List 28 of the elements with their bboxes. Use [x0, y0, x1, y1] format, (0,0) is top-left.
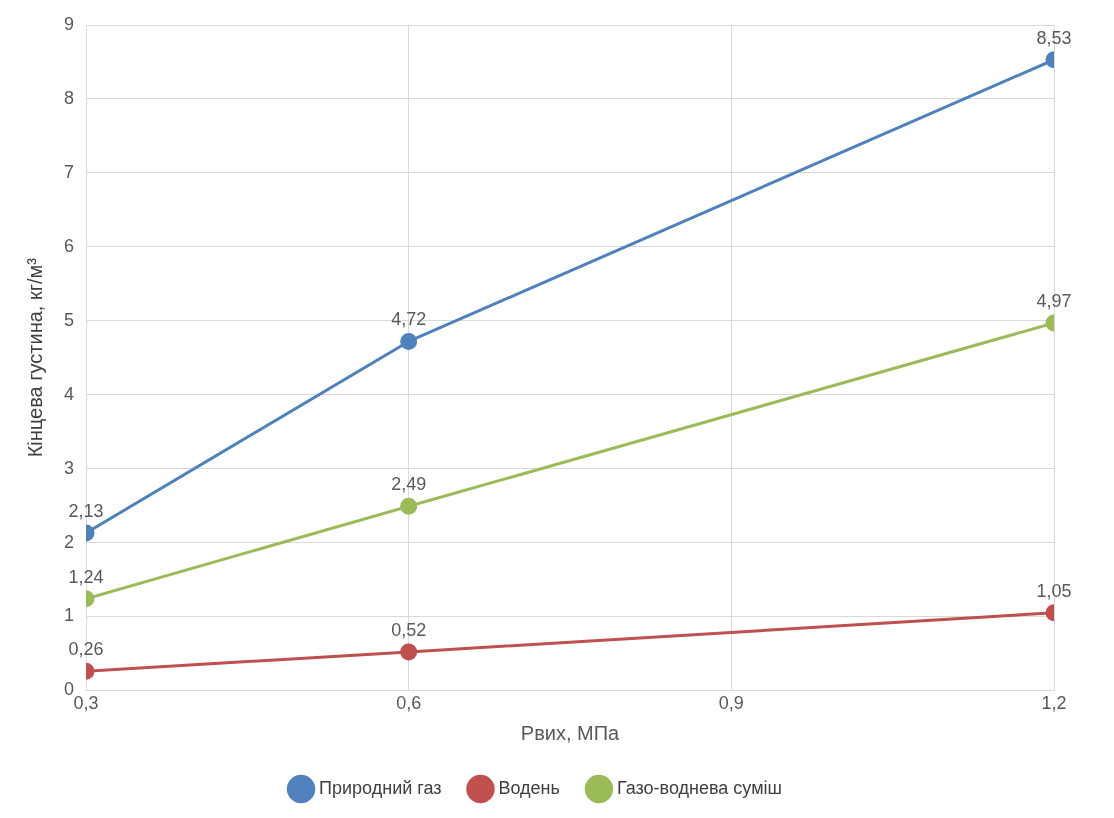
data-label: 4,72	[391, 309, 427, 330]
y-tick-label: 6	[64, 235, 75, 256]
data-label: 1,05	[1036, 580, 1072, 601]
y-axis-title: Кінцева густина, кг/м³	[23, 257, 46, 458]
legend-label: Газо-воднева суміш	[616, 777, 782, 798]
data-label: 0,26	[68, 639, 104, 660]
legend-label: Природний газ	[319, 777, 442, 798]
data-label: 1,24	[68, 566, 104, 587]
y-tick-label: 4	[64, 383, 75, 404]
y-tick-label: 0	[64, 679, 75, 700]
x-tick-label: 0,6	[396, 693, 422, 714]
y-tick-label: 8	[64, 87, 75, 108]
y-tick-label: 3	[64, 457, 75, 478]
data-label: 2,13	[68, 500, 104, 521]
y-tick-label: 2	[64, 531, 75, 552]
data-label: 4,97	[1036, 290, 1072, 311]
data-label: 8,53	[1036, 27, 1072, 48]
data-label: 2,49	[391, 474, 427, 495]
legend-label: Водень	[498, 777, 560, 798]
y-tick-label: 7	[64, 161, 75, 182]
y-tick-label: 5	[64, 309, 75, 330]
y-tick-label: 1	[64, 605, 75, 626]
y-tick-label: 9	[64, 13, 75, 34]
x-tick-label: 0,9	[718, 693, 744, 714]
x-tick-label: 1,2	[1041, 693, 1067, 714]
x-axis-title: Рвих, МПа	[520, 721, 621, 744]
x-tick-label: 0,3	[73, 693, 99, 714]
data-label: 0,52	[391, 619, 427, 640]
